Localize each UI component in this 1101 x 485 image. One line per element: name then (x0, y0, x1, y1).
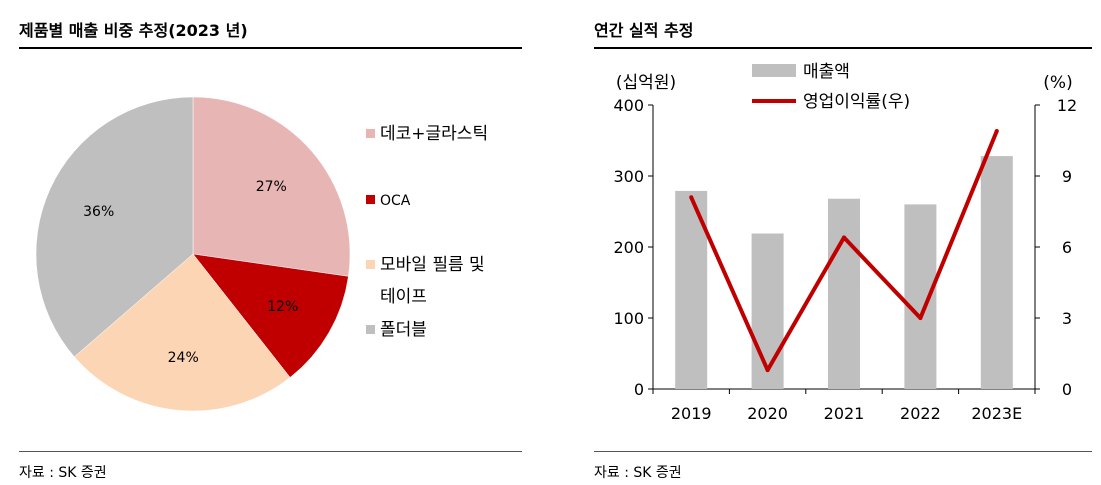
operating-margin-point (994, 129, 999, 133)
legend-bar-swatch (752, 64, 796, 77)
legend-label: 폴더블 (380, 320, 427, 340)
pie-slice-label: 36% (83, 204, 114, 220)
legend-label: 데코+글라스틱 (380, 124, 488, 144)
legend-line-label: 영업이익률(우) (803, 92, 910, 112)
right-tick-label: 9 (1062, 167, 1072, 186)
left-axis-unit: (십억원) (616, 73, 676, 93)
category-label: 2020 (747, 404, 788, 423)
legend-swatch (366, 195, 375, 204)
left-tick-label: 100 (613, 309, 644, 328)
left-tick-label: 300 (613, 167, 644, 186)
legend-swatch (366, 129, 375, 138)
right-source-rule (594, 451, 1092, 452)
right-tick-label: 12 (1057, 96, 1077, 115)
pie-slice-label: 12% (267, 299, 298, 315)
operating-margin-point (765, 368, 770, 373)
legend-bar-label: 매출액 (803, 62, 850, 82)
left-source-note: 자료 : SK 증권 (19, 465, 107, 481)
category-label: 2023E (971, 404, 1022, 423)
right-tick-label: 6 (1062, 238, 1072, 257)
right-source-note: 자료 : SK 증권 (594, 465, 682, 481)
left-tick-label: 0 (634, 380, 644, 399)
pie-chart-title: 제품별 매출 비중 추정(2023 년) (19, 21, 248, 40)
left-title-rule (19, 47, 522, 49)
legend-label: 테이프 (380, 287, 427, 307)
pie-slice (192, 96, 351, 277)
category-label: 2019 (671, 404, 712, 423)
pie-slice-label: 24% (168, 350, 199, 366)
legend-swatch (366, 325, 375, 334)
pie-slice (192, 253, 349, 378)
operating-margin-point (918, 316, 923, 320)
revenue-bar (980, 156, 1013, 389)
legend-label: OCA (380, 193, 411, 209)
revenue-bar (828, 198, 860, 389)
left-tick-label: 400 (613, 96, 644, 115)
revenue-bar (751, 233, 784, 389)
pie-slice (35, 96, 194, 358)
pie-slice (73, 253, 291, 412)
legend-label: 모바일 필름 및 (380, 255, 485, 275)
left-tick-label: 200 (613, 238, 644, 257)
right-axis-unit: (%) (1043, 73, 1072, 93)
left-source-rule (19, 451, 522, 452)
right-tick-label: 3 (1062, 309, 1072, 328)
combo-chart-title: 연간 실적 추정 (594, 21, 694, 40)
right-tick-label: 0 (1062, 380, 1072, 399)
revenue-bar (904, 204, 937, 389)
operating-margin-point (842, 235, 846, 240)
pie-slice-label: 27% (256, 179, 287, 195)
right-title-rule (594, 47, 1092, 49)
legend-swatch (366, 260, 375, 269)
operating-margin-point (689, 195, 694, 200)
category-label: 2022 (900, 404, 941, 423)
category-label: 2021 (824, 404, 865, 423)
